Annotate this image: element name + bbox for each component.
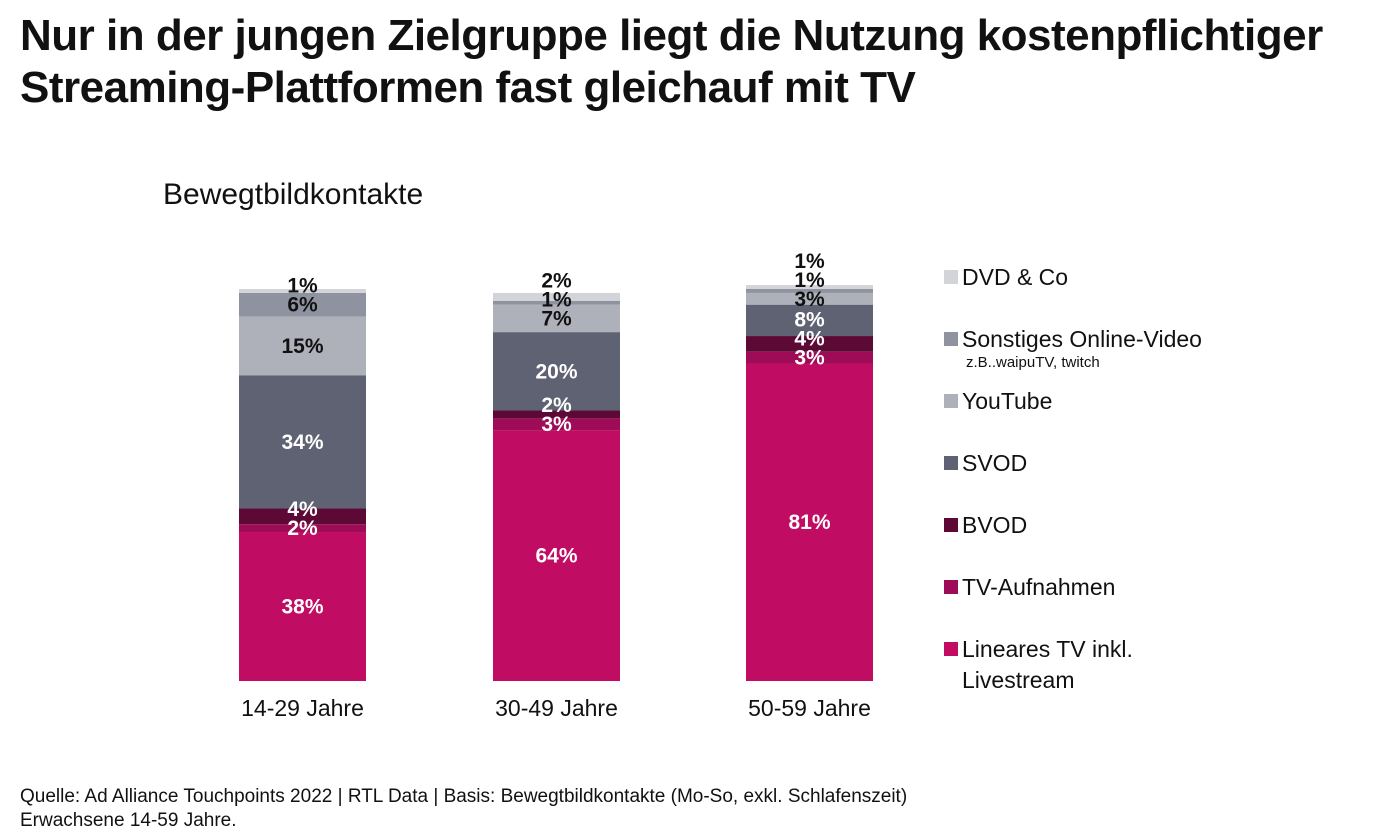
x-tick-label: 30-49 Jahre xyxy=(495,695,618,721)
bar-segment xyxy=(493,410,620,419)
data-label: 2% xyxy=(541,269,572,292)
chart-title: Nur in der jungen Zielgruppe liegt die N… xyxy=(20,10,1360,114)
data-label: 4% xyxy=(794,328,825,351)
legend-swatch xyxy=(944,456,958,470)
data-label: 7% xyxy=(541,307,572,330)
source-note: Quelle: Ad Alliance Touchpoints 2022 | R… xyxy=(20,785,907,833)
bar-segment xyxy=(746,292,873,305)
legend-label: BVOD xyxy=(962,512,1028,538)
bar-segment xyxy=(239,316,366,376)
bar-segment xyxy=(493,332,620,411)
bar-segment xyxy=(239,289,366,293)
legend-label: YouTube xyxy=(962,388,1053,414)
data-label: 3% xyxy=(794,288,825,311)
legend-swatch xyxy=(944,270,958,284)
data-label: 20% xyxy=(535,360,577,383)
bar-segment xyxy=(239,508,366,525)
legend-label-line-2: Livestream xyxy=(962,667,1075,693)
data-label: 3% xyxy=(541,413,572,436)
legend-label: TV-Aufnahmen xyxy=(962,574,1116,600)
data-label: 1% xyxy=(287,275,318,298)
data-label: 1% xyxy=(794,250,825,273)
bar-segment xyxy=(746,351,873,364)
source-line-2: Erwachsene 14-59 Jahre. xyxy=(20,810,237,831)
legend-swatch xyxy=(944,332,958,346)
data-label: 8% xyxy=(794,309,825,332)
legend-label: SVOD xyxy=(962,450,1028,476)
data-label: 34% xyxy=(281,431,323,454)
x-tick-label: 50-59 Jahre xyxy=(748,695,871,721)
bar-segment xyxy=(746,363,873,681)
x-tick-label: 14-29 Jahre xyxy=(241,695,364,721)
data-label: 2% xyxy=(541,394,572,417)
legend-label: Sonstiges Online-Video xyxy=(962,326,1202,352)
bar-segment xyxy=(493,292,620,301)
chart-title-line-1: Nur in der jungen Zielgruppe liegt die N… xyxy=(20,11,1323,60)
legend-swatch xyxy=(944,580,958,594)
data-label: 6% xyxy=(287,294,318,317)
data-label: 4% xyxy=(287,498,318,521)
legend-swatch xyxy=(944,518,958,532)
bar-segment xyxy=(493,300,620,305)
bar-segment xyxy=(239,524,366,533)
data-label: 15% xyxy=(281,335,323,358)
bar-segment xyxy=(746,285,873,289)
bar-segment xyxy=(239,375,366,509)
bar-segment xyxy=(493,430,620,681)
data-label: 1% xyxy=(541,288,572,311)
legend-swatch xyxy=(944,394,958,408)
bar-segment xyxy=(239,292,366,317)
bar-segment xyxy=(746,304,873,337)
data-label: 2% xyxy=(287,517,318,540)
data-label: 38% xyxy=(281,596,323,619)
bar-segment xyxy=(239,532,366,681)
data-label: 64% xyxy=(535,545,577,568)
bar-segment xyxy=(493,304,620,333)
legend-label: Lineares TV inkl. xyxy=(962,636,1133,662)
data-label: 3% xyxy=(794,347,825,370)
chart-subtitle: Bewegtbildkontakte xyxy=(163,178,424,211)
data-label: 1% xyxy=(794,269,825,292)
chart-title-line-2: Streaming-Plattformen fast gleichauf mit… xyxy=(20,63,916,112)
legend-label: DVD & Co xyxy=(962,264,1069,290)
bar-segment xyxy=(746,289,873,293)
bar-segment xyxy=(493,418,620,431)
legend-swatch xyxy=(944,642,958,656)
data-label: 81% xyxy=(788,511,830,534)
source-line-1: Quelle: Ad Alliance Touchpoints 2022 | R… xyxy=(20,786,908,807)
legend-note: z.B..waipuTV, twitch xyxy=(966,354,1100,371)
stacked-bar-chart: 38%2%4%34%15%6%1%14-29 Jahre64%3%2%20%7%… xyxy=(239,250,873,721)
bar-segment xyxy=(746,336,873,352)
